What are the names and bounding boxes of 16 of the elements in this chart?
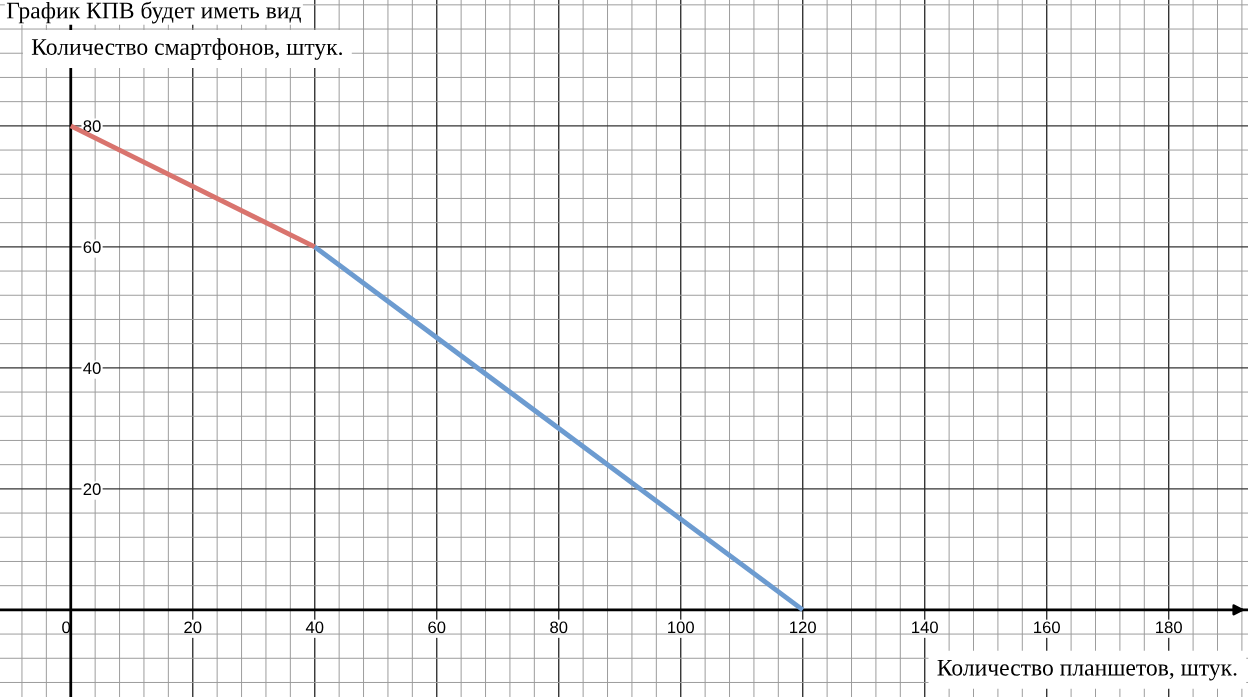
x-tick-label: 120: [790, 621, 816, 634]
y-tick-label: 60: [83, 241, 101, 254]
x-tick-label: 160: [1034, 621, 1060, 634]
x-tick-label: 40: [305, 621, 324, 634]
x-tick-label: 80: [550, 621, 568, 634]
x-axis-title: Количество планшетов, штук.: [937, 659, 1237, 681]
x-tick-label: 20: [184, 621, 202, 634]
chart-title: График КПВ будет иметь вид: [6, 1, 301, 24]
y-tick-label: 80: [83, 120, 101, 133]
y-tick-label: 40: [83, 362, 101, 375]
x-tick-label: 100: [668, 621, 694, 634]
y-tick-label: 20: [83, 483, 101, 496]
x-tick-label: 140: [912, 621, 938, 634]
y-axis-title: Количество смартфонов, штук.: [31, 38, 342, 60]
x-tick-label: 180: [1156, 621, 1182, 634]
x-tick-label: 60: [428, 621, 446, 634]
